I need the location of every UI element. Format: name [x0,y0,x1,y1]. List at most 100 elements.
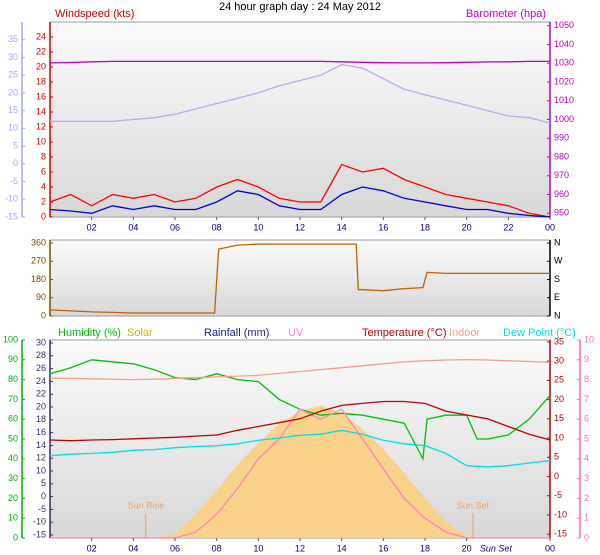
y-tick-label: 15 [8,105,18,115]
x-tick-label: 12 [295,222,305,232]
y-tick-label: 15 [554,413,564,423]
y-tick-label: 6 [41,166,46,176]
y-tick-label: 0 [13,532,18,542]
y-tick-label: 20 [36,61,46,71]
y-tick-label: W [554,256,563,266]
y-tick-label: 2 [41,196,46,206]
y-tick-label: 22 [36,46,46,56]
y-tick-label: -15 [33,529,46,539]
line [49,429,551,468]
y-tick-label: 180 [31,274,46,284]
y-tick-label: 30 [8,52,18,62]
x-tick-label: 04 [128,222,138,232]
legend-label: UV [288,327,304,339]
y-tick-label: 100 [3,334,18,344]
x-tick-label: 04 [128,543,138,553]
y-tick-label: 1050 [554,20,574,30]
y-tick-label: 4 [41,181,46,191]
area [50,405,550,538]
y-tick-label: 25 [554,375,564,385]
y-tick-label: 10 [554,432,564,442]
y-tick-label: 360 [31,237,46,247]
x-tick-label: 06 [170,543,180,553]
y-tick-label: 50 [8,433,18,443]
y-tick-label: 0 [13,158,18,168]
x-tick-label: 02 [87,543,97,553]
x-tick-label: 20 [462,222,472,232]
y-tick-label: 10 [8,123,18,133]
y-tick-label: 30 [554,356,564,366]
y-tick-label: 20 [8,87,18,97]
line [49,243,550,314]
y-tick-label: 10 [8,513,18,523]
y-tick-label: 16 [36,91,46,101]
y-tick-label: 20 [8,493,18,503]
x-tick-label: 10 [253,543,263,553]
y-tick-label: 14 [36,106,46,116]
y-tick-label: 26 [36,363,46,373]
y-tick-label: 990 [554,133,569,143]
y-tick-label: 7 [584,394,589,404]
y-tick-label: 5 [41,478,46,488]
x-tick-label: 08 [212,222,222,232]
y-tick-label: 12 [36,121,46,131]
line [49,400,551,442]
y-tick-label: -15 [5,211,18,221]
y-tick-label: 18 [36,76,46,86]
y-tick-label: 980 [554,151,569,161]
y-tick-label: 30 [8,473,18,483]
y-tick-label: 0 [554,471,559,481]
annotation: Sun Set [457,500,490,510]
y-tick-label: 24 [36,376,46,386]
y-tick-label: -10 [5,194,18,204]
line [49,186,551,218]
y-tick-label: 0 [41,211,46,221]
y-tick-label: 1010 [554,95,574,105]
y-tick-label: 8 [584,374,589,384]
y-tick-label: 10 [36,465,46,475]
legend-label: Humidity (%) [58,327,121,339]
y-tick-label: 10 [584,334,594,344]
x-tick-label: 20 [462,543,472,553]
y-tick-label: E [554,292,560,302]
legend-label: Solar [127,327,153,339]
y-tick-label: 1000 [554,114,574,124]
x-tick-label: 16 [378,222,388,232]
legend-label: Temperature (°C) [362,327,446,339]
legend-label: Indoor [449,327,481,339]
x-tick-label: 18 [420,543,430,553]
x-tick-label: 22 [503,222,513,232]
y-tick-label: 2 [584,493,589,503]
y-tick-label: 60 [8,414,18,424]
x-tick-label: 14 [337,222,347,232]
y-tick-label: 80 [8,374,18,384]
y-tick-label: 5 [13,140,18,150]
x-tick-label: 08 [212,543,222,553]
y-tick-label: 3 [584,473,589,483]
y-tick-label: 9 [584,354,589,364]
y-tick-label: 30 [36,337,46,347]
chart-title: 24 hour graph day : 24 May 2012 [219,1,381,13]
y-tick-label: 10 [36,136,46,146]
y-tick-label: 70 [8,394,18,404]
y-tick-label: 0 [41,491,46,501]
y-tick-label: 5 [554,452,559,462]
y-tick-label: N [554,310,561,320]
y-tick-label: 20 [554,394,564,404]
y-tick-label: 0 [41,310,46,320]
line [49,60,550,64]
x-tick-label: 00 [545,543,555,553]
y-tick-label: 35 [554,336,564,346]
line [50,63,551,124]
x-tick-label: 06 [170,222,180,232]
y-tick-label: 20 [36,401,46,411]
y-tick-label: 270 [31,256,46,266]
y-tick-label: 1020 [554,76,574,86]
y-tick-label: 970 [554,170,569,180]
y-tick-label: -5 [10,176,18,186]
axis-annotation: Sun Set [480,543,513,553]
y-tick-label: 1040 [554,39,574,49]
y-tick-label: 6 [584,414,589,424]
x-tick-label: 10 [253,222,263,232]
